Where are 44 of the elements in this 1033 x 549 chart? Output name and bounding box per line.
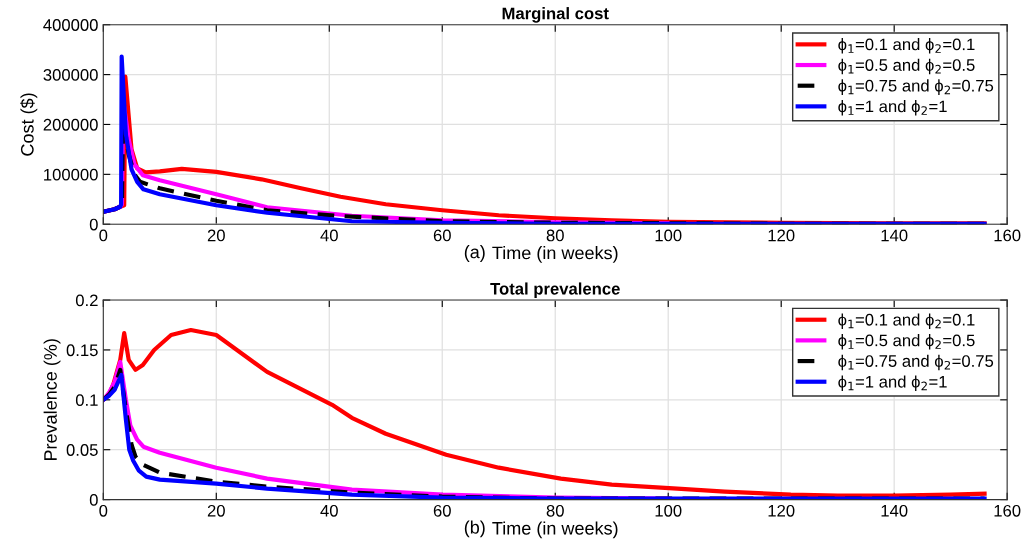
x-tick-label: 40 xyxy=(320,504,338,517)
x-tick-label: 160 xyxy=(994,229,1021,242)
x-tick-label: 40 xyxy=(320,229,338,242)
legend-label: ϕ$_{1}$=1 and ϕ$_{2}$=1 xyxy=(838,100,947,116)
text: (a) xyxy=(464,245,485,262)
legend-label: ϕ$_{1}$=0.1 and ϕ$_{2}$=0.1 xyxy=(838,313,975,329)
y-tick-label: 0.05 xyxy=(66,444,98,456)
x-tick-label: 20 xyxy=(207,504,225,517)
x-tick-label: 140 xyxy=(881,229,908,242)
x-axis-title: Time (in weeks) xyxy=(492,246,618,263)
x-tick-label: 160 xyxy=(994,504,1021,517)
y-tick-label: 0 xyxy=(89,218,98,231)
y-tick-label: 300000 xyxy=(43,68,98,81)
y-tick-label: 200000 xyxy=(43,118,98,131)
x-tick-label: 60 xyxy=(433,229,451,242)
x-axis-title: Time (in weeks) xyxy=(492,521,618,539)
y-tick-label: 0.15 xyxy=(66,344,98,357)
y-axis-title: Cost ($) xyxy=(20,93,38,156)
x-tick-label: 80 xyxy=(546,504,564,517)
x-tick-label: 100 xyxy=(655,229,682,242)
x-tick-label: 100 xyxy=(655,504,682,517)
x-tick-label: 0 xyxy=(99,504,108,517)
legend-label: ϕ$_{1}$=1 and ϕ$_{2}$=1 xyxy=(838,375,947,391)
y-tick-label: 0.1 xyxy=(75,394,98,407)
x-tick-label: 0 xyxy=(99,229,108,242)
x-tick-label: 120 xyxy=(768,229,795,242)
legend-label: ϕ$_{1}$=0.75 and ϕ$_{2}$=0.75 xyxy=(838,354,994,371)
y-axis-title: Prevalence (%) xyxy=(43,339,61,461)
legend-label: ϕ$_{1}$=0.5 and ϕ$_{2}$=0.5 xyxy=(838,334,975,350)
legend-label: ϕ$_{1}$=0.5 and ϕ$_{2}$=0.5 xyxy=(838,58,975,75)
y-tick-label: 100000 xyxy=(44,168,98,181)
y-tick-label: 0.2 xyxy=(75,294,98,307)
x-tick-label: 60 xyxy=(433,504,451,517)
legend-label: ϕ$_{1}$=0.1 and ϕ$_{2}$=0.1 xyxy=(838,38,975,54)
x-tick-label: 140 xyxy=(881,504,908,517)
text: (b) xyxy=(464,520,485,538)
y-tick-label: 400000 xyxy=(43,19,98,31)
chart-title: Total prevalence xyxy=(490,282,620,298)
x-tick-label: 120 xyxy=(768,504,795,517)
x-tick-label: 20 xyxy=(207,229,225,242)
x-tick-label: 80 xyxy=(546,229,564,242)
chart-title: Marginal cost xyxy=(502,7,609,23)
y-tick-label: 0 xyxy=(89,493,98,506)
legend-label: ϕ$_{1}$=0.75 and ϕ$_{2}$=0.75 xyxy=(838,79,994,95)
